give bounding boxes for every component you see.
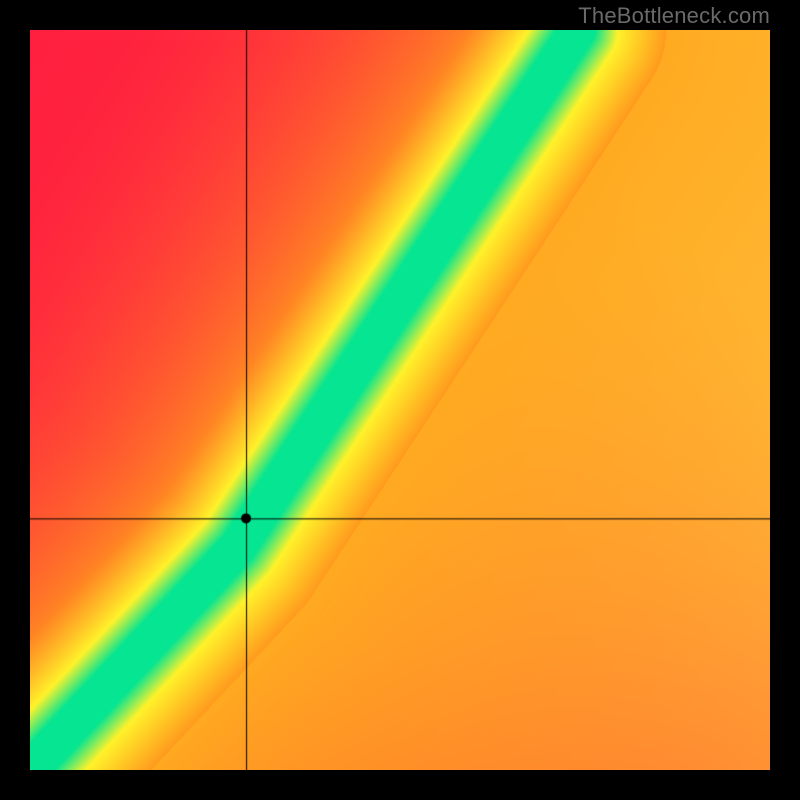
heatmap-canvas — [30, 30, 770, 770]
watermark-text: TheBottleneck.com — [578, 3, 770, 29]
heatmap-plot — [30, 30, 770, 770]
chart-container: TheBottleneck.com — [0, 0, 800, 800]
